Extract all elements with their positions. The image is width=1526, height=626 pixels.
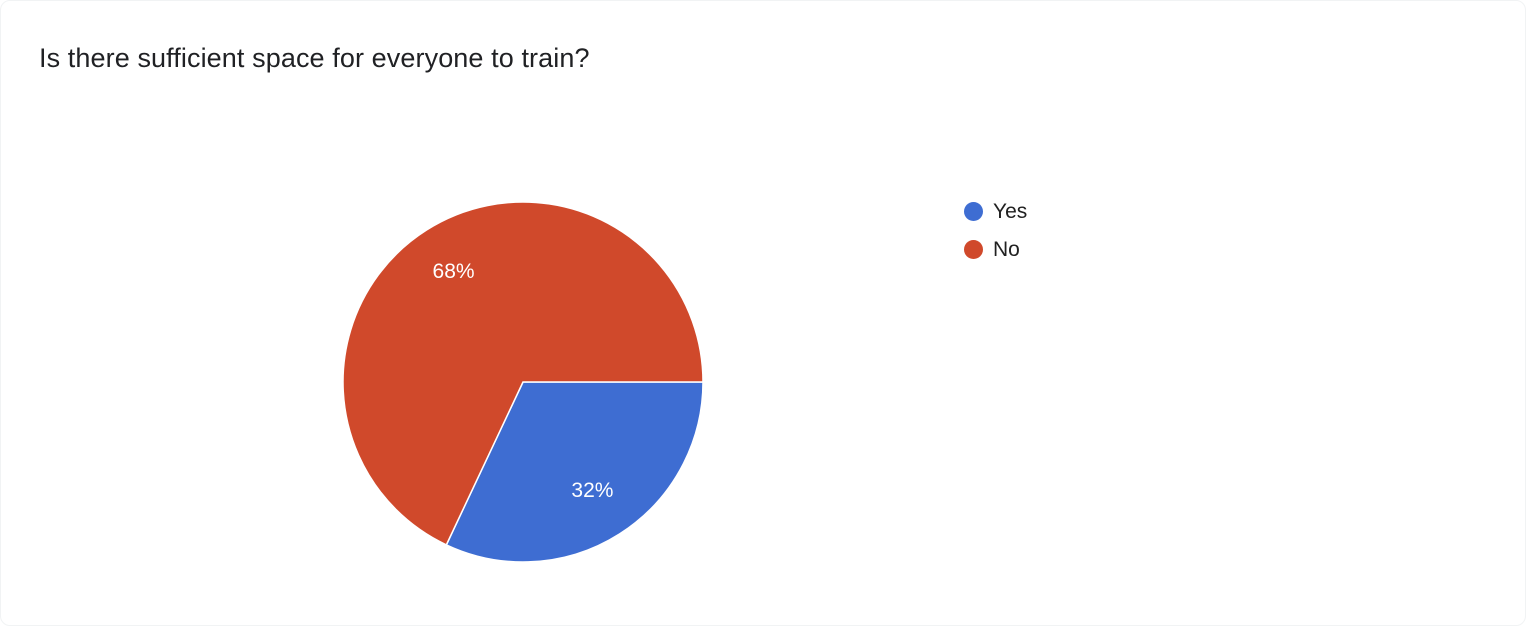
pie-slice-label-no: 68%	[433, 260, 475, 283]
pie-slice-label-yes: 32%	[571, 479, 613, 502]
legend-label-no: No	[993, 238, 1020, 261]
legend-swatch-yes-icon	[964, 202, 983, 221]
chart-title: Is there sufficient space for everyone t…	[39, 43, 590, 73]
pie-slice-yes	[445, 381, 704, 563]
pie-svg: 32% 68%	[342, 201, 704, 563]
pie-slice-no	[342, 201, 704, 546]
legend-label-yes: Yes	[993, 200, 1028, 223]
pie-chart: 32% 68%	[333, 192, 713, 572]
legend: Yes No	[964, 198, 1027, 263]
legend-item-no: No	[964, 236, 1027, 263]
legend-item-yes: Yes	[964, 198, 1027, 225]
legend-swatch-no-icon	[964, 240, 983, 259]
